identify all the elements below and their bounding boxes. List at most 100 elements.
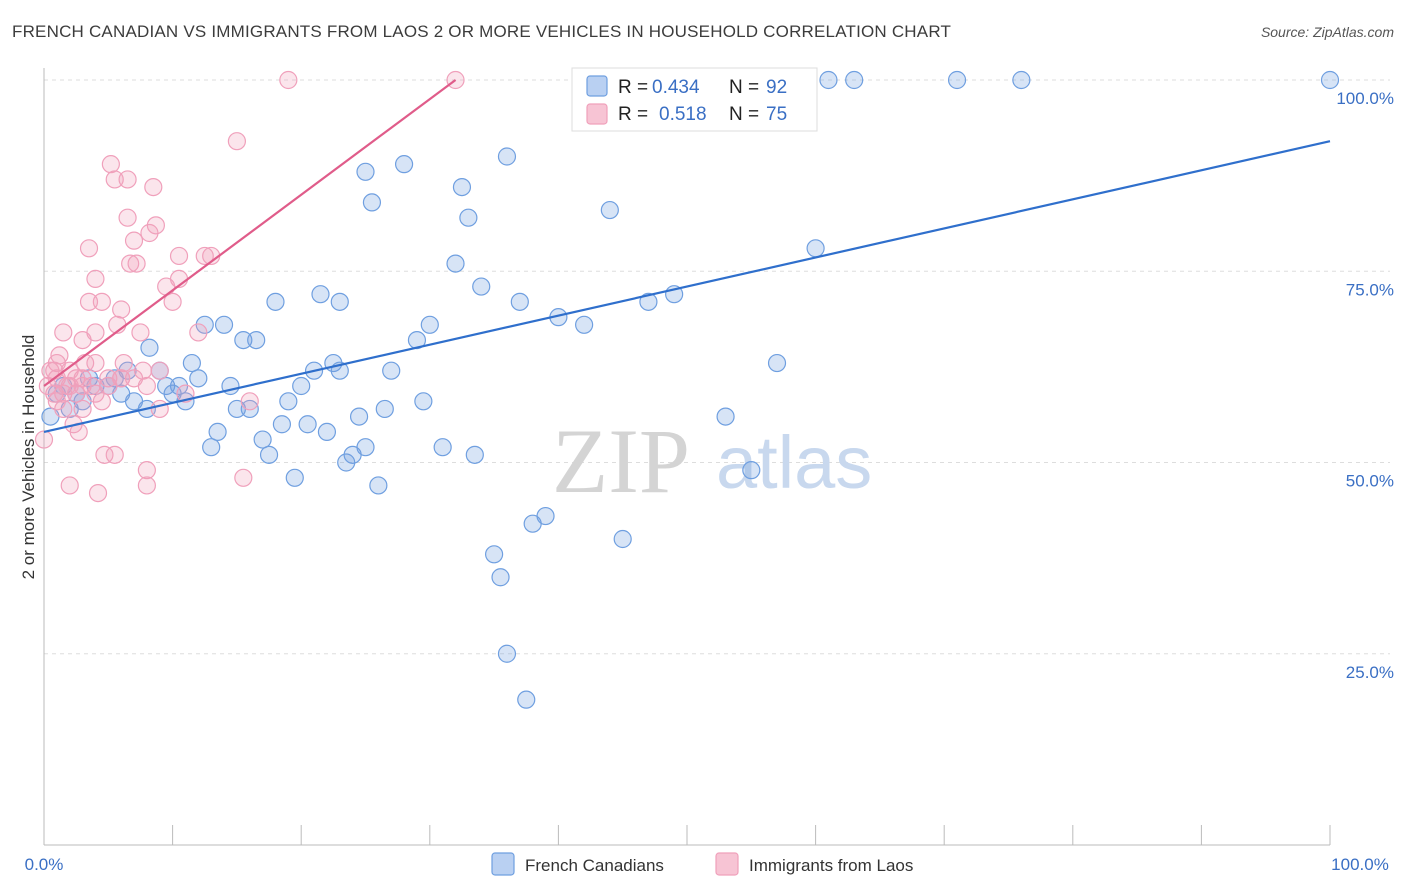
y-tick-label: 50.0%: [1346, 472, 1394, 491]
bottom-legend: French Canadians Immigrants from Laos: [491, 852, 913, 876]
trend-lines: [43, 79, 1331, 433]
legend-box: [571, 67, 818, 132]
point-french-canadians: [330, 292, 349, 311]
point-french-canadians: [497, 644, 517, 663]
y-tick-label: 25.0%: [1346, 663, 1394, 682]
point-immigrants-from-laos: [240, 392, 259, 411]
point-french-canadians: [140, 338, 159, 357]
point-immigrants-from-laos: [118, 208, 137, 227]
bottom-legend-swatch-immigrants-from-laos: [715, 852, 739, 876]
point-french-canadians: [189, 369, 208, 388]
chart-title: FRENCH CANADIAN VS IMMIGRANTS FROM LAOS …: [12, 22, 952, 41]
legend-swatch-immigrants-from-laos: [586, 103, 608, 125]
point-french-canadians: [247, 331, 266, 350]
point-immigrants-from-laos: [163, 292, 182, 311]
point-immigrants-from-laos: [79, 239, 99, 258]
point-immigrants-from-laos: [50, 346, 69, 365]
point-immigrants-from-laos: [169, 246, 189, 266]
x-tick-label-left: 0.0%: [25, 855, 64, 874]
legend-swatch-french-canadians: [586, 75, 608, 97]
point-french-canadians: [362, 193, 382, 212]
point-french-canadians: [465, 445, 484, 464]
point-french-canadians: [182, 353, 201, 373]
point-immigrants-from-laos: [127, 254, 146, 273]
point-immigrants-from-laos: [60, 476, 79, 495]
point-french-canadians: [240, 399, 259, 419]
point-immigrants-from-laos: [137, 461, 156, 480]
point-immigrants-from-laos: [99, 369, 118, 388]
x-ticks: [43, 825, 1331, 845]
point-french-canadians: [285, 468, 304, 487]
point-french-canadians: [767, 353, 787, 373]
point-french-canadians: [272, 415, 292, 434]
point-french-canadians: [536, 506, 555, 526]
trend-line-french-canadians: [43, 140, 1331, 433]
point-french-canadians: [742, 461, 761, 480]
y-axis-title: 2 or more Vehicles in Household: [19, 335, 38, 580]
point-immigrants-from-laos: [150, 361, 169, 380]
point-french-canadians: [845, 70, 864, 90]
point-immigrants-from-laos: [137, 476, 156, 495]
y-tick-label: 100.0%: [1336, 89, 1394, 108]
point-french-canadians: [259, 445, 279, 464]
point-french-canadians: [349, 407, 369, 426]
point-immigrants-from-laos: [105, 445, 124, 464]
point-french-canadians: [497, 147, 517, 166]
point-immigrants-from-laos: [118, 170, 137, 189]
point-immigrants-from-laos: [146, 216, 165, 235]
point-french-canadians: [600, 200, 619, 220]
point-immigrants-from-laos: [133, 361, 153, 380]
point-immigrants-from-laos: [195, 246, 214, 266]
point-immigrants-from-laos: [73, 399, 92, 419]
point-french-canadians: [1012, 70, 1031, 90]
point-immigrants-from-laos: [88, 484, 108, 503]
legend-n-label-2: N =: [729, 104, 759, 125]
legend-n-label-1: N =: [729, 77, 759, 98]
point-immigrants-from-laos: [234, 468, 253, 487]
watermark-zip: ZIP: [552, 410, 690, 512]
point-immigrants-from-laos: [86, 269, 105, 288]
point-french-canadians: [716, 407, 735, 426]
point-immigrants-from-laos: [79, 292, 99, 311]
point-french-canadians: [202, 438, 221, 457]
point-french-canadians: [806, 239, 825, 258]
y-tick-labels: 25.0% 50.0% 75.0% 100.0%: [1336, 89, 1394, 682]
point-immigrants-from-laos: [47, 392, 66, 411]
point-french-canadians: [510, 292, 529, 311]
point-immigrants-from-laos: [101, 155, 120, 174]
point-immigrants-from-laos: [67, 369, 86, 388]
point-french-canadians: [1320, 70, 1340, 90]
legend-r-label-2: R =: [618, 104, 648, 125]
point-french-canadians: [279, 392, 298, 411]
data-points: [34, 70, 1340, 709]
point-french-canadians: [292, 376, 311, 396]
point-french-canadians: [433, 438, 452, 457]
point-immigrants-from-laos: [227, 132, 246, 151]
point-immigrants-from-laos: [189, 323, 208, 342]
chart-source: Source: ZipAtlas.com: [1260, 24, 1394, 40]
legend-r-label-1: R =: [618, 77, 648, 98]
point-french-canadians: [459, 208, 478, 227]
point-french-canadians: [298, 415, 317, 434]
point-french-canadians: [394, 155, 414, 174]
point-french-canadians: [208, 422, 227, 441]
point-immigrants-from-laos: [112, 369, 131, 388]
point-immigrants-from-laos: [124, 231, 144, 250]
point-french-canadians: [253, 430, 272, 449]
legend-n-value-1: 92: [766, 77, 787, 98]
bottom-legend-label-immigrants-from-laos: Immigrants from Laos: [749, 856, 913, 875]
point-french-canadians: [819, 70, 838, 90]
point-immigrants-from-laos: [279, 70, 298, 90]
x-tick-label-right: 100.0%: [1331, 855, 1389, 874]
legend-n-value-2: 75: [766, 104, 787, 125]
legend-r-value-1: 0.434: [652, 77, 700, 98]
point-immigrants-from-laos: [95, 445, 114, 464]
point-french-canadians: [234, 331, 253, 350]
point-french-canadians: [317, 422, 337, 441]
point-immigrants-from-laos: [86, 353, 105, 373]
watermark-atlas: atlas: [716, 421, 872, 504]
legend-r-value-2: 0.518: [659, 104, 707, 125]
point-immigrants-from-laos: [150, 399, 169, 419]
point-immigrants-from-laos: [114, 353, 133, 373]
